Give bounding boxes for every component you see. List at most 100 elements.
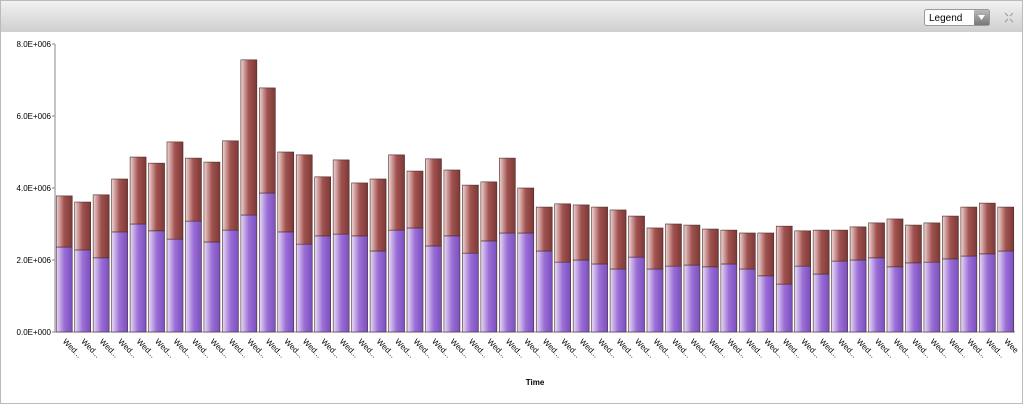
bar-segment: [222, 229, 239, 333]
bar-segment: [406, 227, 424, 333]
bar-segment: [665, 265, 682, 333]
bar-segment: [92, 194, 110, 259]
y-tick-label: 0.0E+000: [17, 328, 52, 337]
bar-segment: [923, 222, 941, 263]
bar-segment: [517, 187, 535, 234]
bar-segment: [794, 230, 811, 267]
bar-segment: [314, 176, 331, 237]
bar-segment: [111, 231, 128, 333]
y-tick-label: 6.0E+006: [17, 112, 52, 121]
bar-segment: [554, 261, 571, 333]
bar-segment: [203, 241, 221, 333]
bar-segment: [591, 206, 608, 265]
bar-segment: [923, 261, 941, 333]
bar-segment: [369, 250, 387, 333]
bar-segment: [148, 162, 165, 232]
bar-segment: [960, 206, 978, 257]
bar-segment: [886, 266, 904, 333]
bar-segment: [812, 273, 830, 333]
bar-segment: [259, 87, 276, 194]
bar-segment: [720, 229, 738, 265]
bar-segment: [960, 255, 978, 333]
bar-segment: [757, 232, 775, 277]
bar-segment: [388, 154, 405, 231]
bar-segment: [462, 252, 479, 333]
bar-segment: [222, 140, 239, 231]
bar-segment: [240, 214, 258, 333]
bar-segment: [702, 266, 719, 333]
bar-segment: [425, 245, 442, 333]
header: [1, 1, 1022, 32]
bar-segment: [111, 178, 128, 233]
legend-dropdown[interactable]: Legend: [924, 9, 990, 26]
bar-segment: [683, 264, 701, 333]
bar-segment: [720, 263, 738, 333]
bar-segment: [775, 225, 793, 285]
bar-segment: [55, 246, 73, 333]
bar-segment: [388, 229, 405, 333]
bar-segment: [443, 169, 461, 237]
bar-segment: [332, 159, 350, 235]
bar-segment: [905, 262, 922, 333]
expand-glyph[interactable]: [1004, 12, 1014, 23]
bar-segment: [628, 256, 645, 333]
bar-segment: [831, 229, 848, 262]
expand-icon[interactable]: [1004, 12, 1014, 23]
bar-segment: [665, 223, 682, 267]
y-tick-label: 8.0E+006: [17, 40, 52, 49]
bar-segment: [942, 215, 959, 260]
bar-segment: [203, 161, 221, 243]
bar-segment: [849, 226, 867, 261]
bar-segment: [185, 157, 202, 222]
bar-segment: [942, 258, 959, 333]
bar-segment: [166, 141, 184, 240]
bar-segment: [295, 154, 313, 245]
bar-segment: [739, 268, 756, 333]
bar-segment: [812, 229, 830, 275]
bar-segment: [259, 192, 276, 333]
bar-segment: [480, 240, 498, 333]
bar-segment: [480, 181, 498, 242]
bar-segment: [74, 201, 91, 251]
bar-segment: [702, 228, 719, 268]
bar-segment: [997, 250, 1015, 333]
bar-segment: [535, 206, 553, 252]
bar-segment: [129, 156, 147, 225]
bar-segment: [499, 157, 516, 234]
bar-segment: [609, 268, 627, 333]
bar-segment: [905, 224, 922, 264]
bar-segment: [646, 227, 664, 270]
dropdown-box[interactable]: [924, 9, 990, 26]
bar-segment: [148, 230, 165, 333]
bar-segment: [277, 231, 295, 333]
bar-segment: [185, 220, 202, 333]
bar-segment: [554, 203, 571, 263]
bar-segment: [979, 253, 996, 333]
bar-segment: [129, 223, 147, 333]
bar-segment: [979, 202, 996, 255]
y-tick-label: 4.0E+006: [17, 184, 52, 193]
dropdown-label[interactable]: Legend: [929, 13, 962, 24]
bar-segment: [92, 257, 110, 333]
bar-segment: [462, 184, 479, 254]
bar-segment: [351, 235, 368, 333]
bar-segment: [369, 178, 387, 252]
bar-segment: [572, 204, 590, 261]
bar-segment: [166, 238, 184, 333]
bar-segment: [775, 283, 793, 333]
bar-segment: [425, 158, 442, 247]
bar-segment: [332, 233, 350, 333]
bar-segment: [739, 232, 756, 270]
bar-segment: [55, 195, 73, 248]
bar-segment: [628, 215, 645, 258]
bar-segment: [609, 209, 627, 270]
bar-segment: [591, 263, 608, 333]
bar-segment: [351, 182, 368, 237]
bar-segment: [683, 224, 701, 266]
bar-segment: [849, 259, 867, 333]
bar-segment: [443, 235, 461, 333]
bar-segment: [757, 275, 775, 333]
bar-segment: [277, 151, 295, 233]
x-axis-title: Time: [526, 378, 545, 387]
bar-segment: [295, 243, 313, 333]
